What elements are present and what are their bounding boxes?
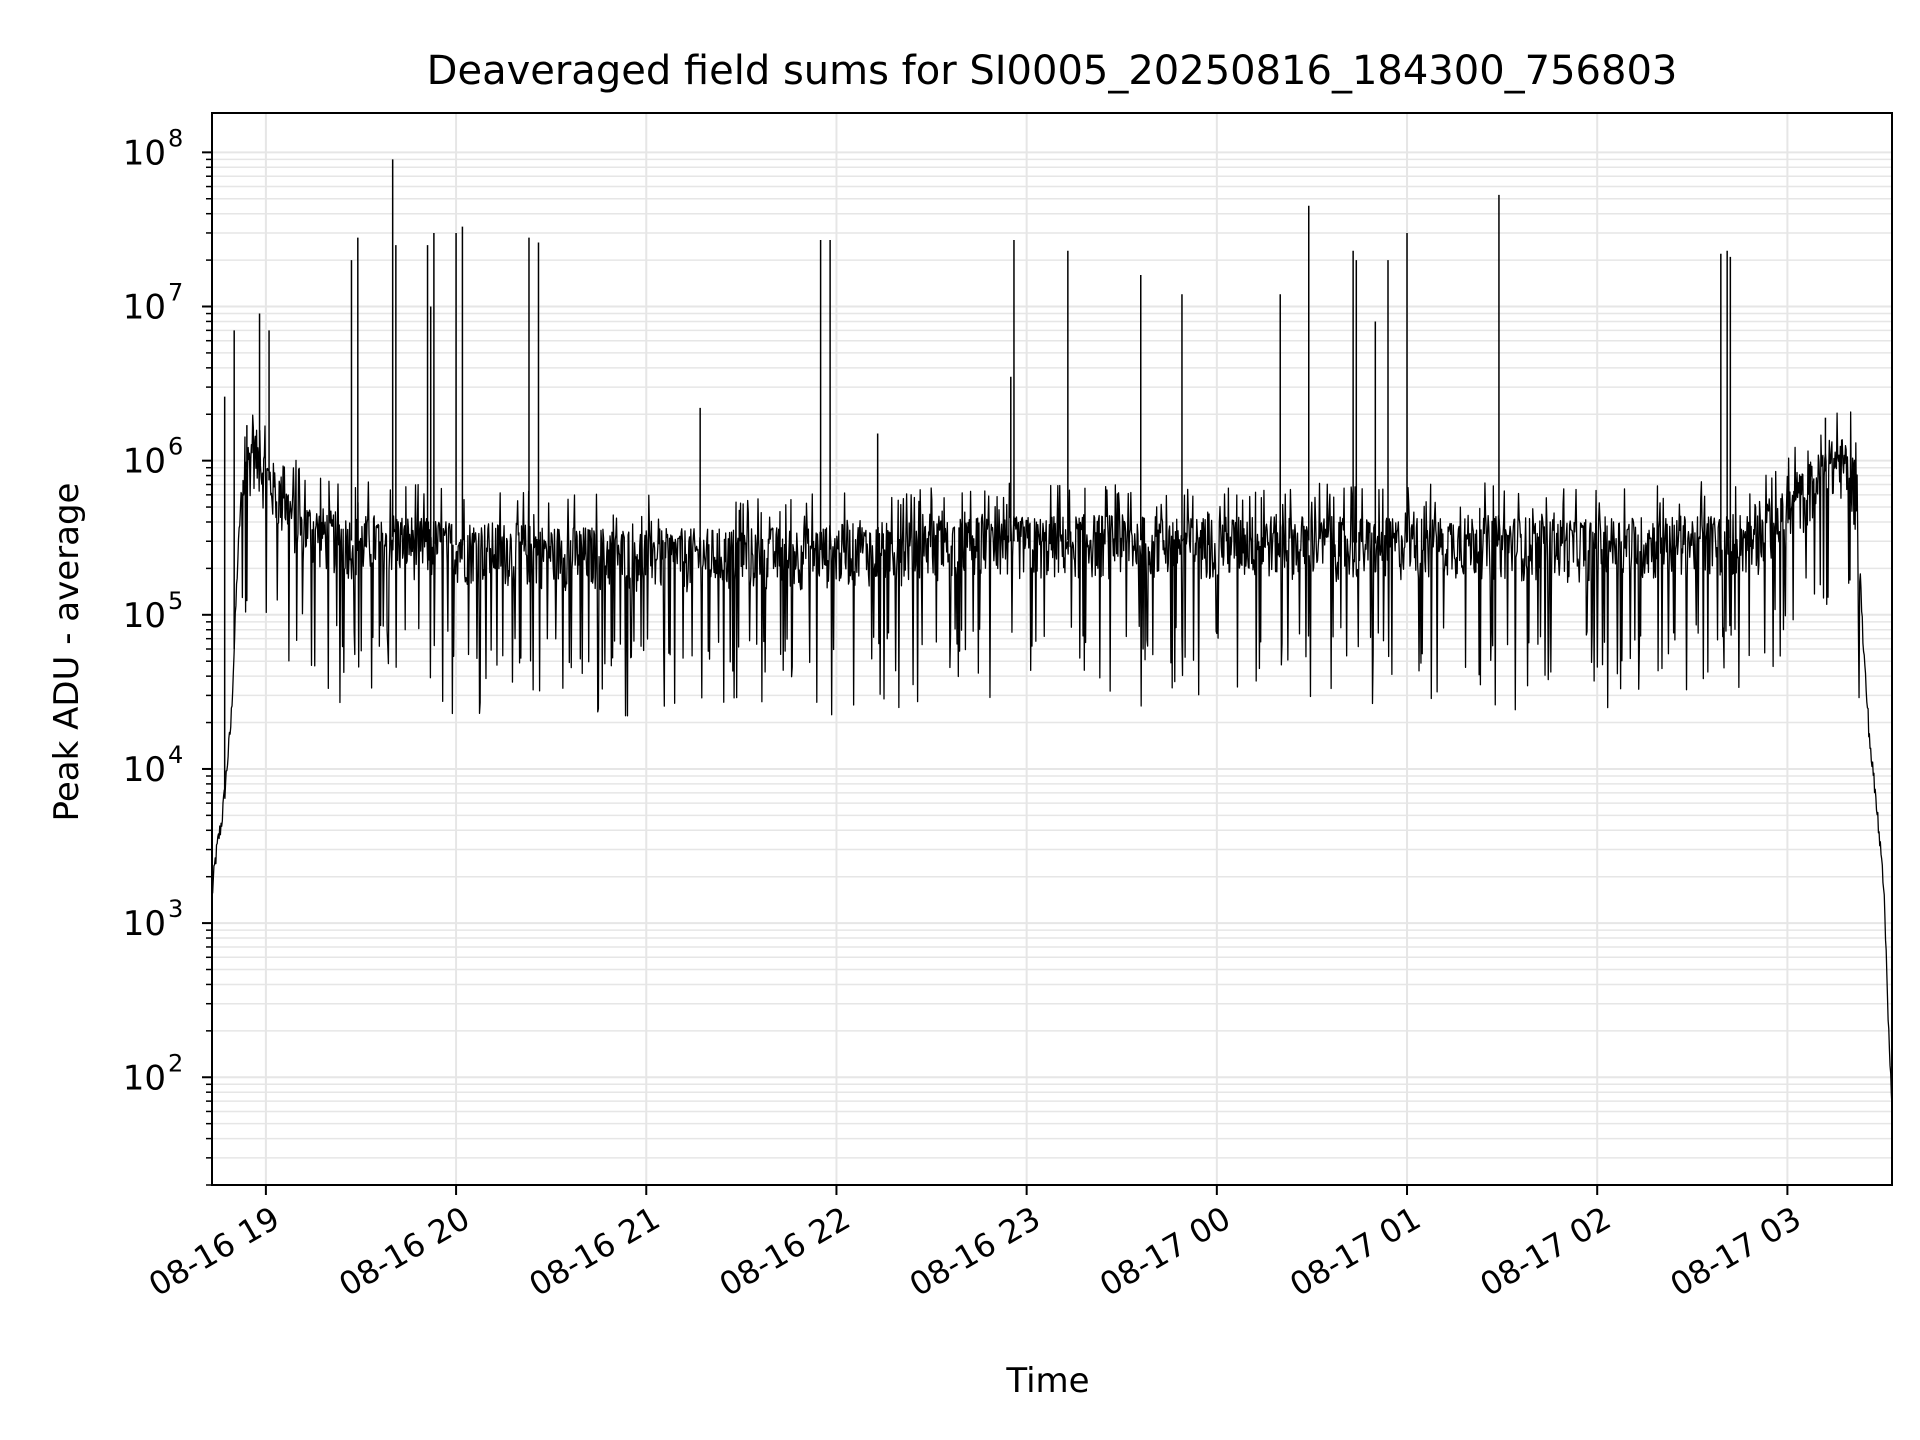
y-tick-label: 10 <box>123 442 166 482</box>
series-line <box>211 411 1893 1107</box>
y-tick-label: 10 <box>123 904 166 944</box>
y-tick-label: 10 <box>123 1058 166 1098</box>
y-tick-label: 10 <box>123 596 166 636</box>
y-axis-label: Peak ADU - average <box>47 483 87 822</box>
series-layer <box>211 159 1893 1107</box>
plot-frame <box>211 112 1893 1186</box>
chart-title: Deaveraged field sums for SI0005_2025081… <box>427 48 1678 94</box>
y-tick-label: 10 <box>123 750 166 790</box>
y-tick-label-exponent: 6 <box>168 433 183 461</box>
y-tick-label: 10 <box>123 288 166 328</box>
y-tick-label-exponent: 5 <box>168 587 183 615</box>
y-tick-label-exponent: 7 <box>168 279 183 307</box>
grid <box>212 113 1892 1186</box>
x-axis-label: Time <box>1005 1361 1089 1401</box>
y-tick-label-exponent: 3 <box>168 895 183 923</box>
y-tick-label: 10 <box>123 133 166 173</box>
y-tick-label-exponent: 4 <box>168 741 183 769</box>
y-tick-label-exponent: 8 <box>168 124 183 152</box>
y-tick-label-exponent: 2 <box>168 1049 183 1077</box>
